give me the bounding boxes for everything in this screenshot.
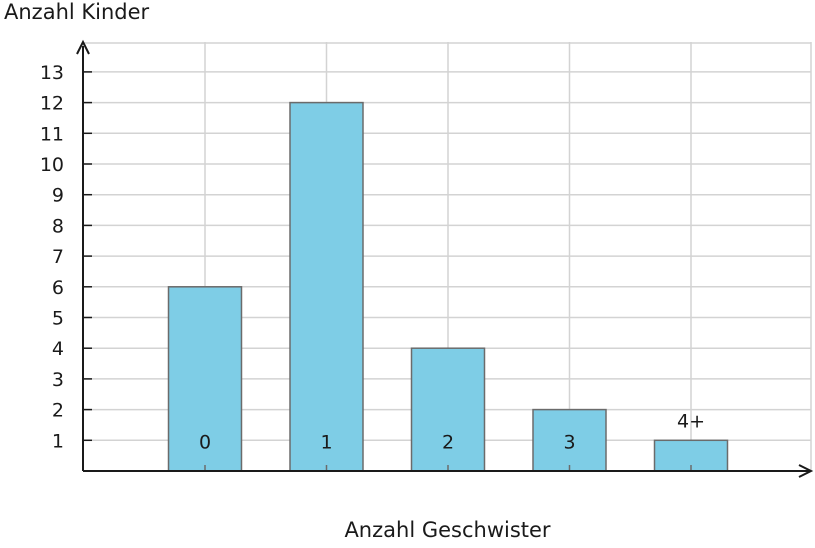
x-tick-label: 1 <box>320 431 332 453</box>
x-tick-label: 0 <box>199 431 211 453</box>
y-tick-label: 13 <box>40 62 64 84</box>
y-tick-label: 6 <box>52 277 64 299</box>
y-tick-label: 7 <box>52 246 64 268</box>
bar <box>410 347 486 472</box>
y-tick-label: 5 <box>52 308 64 330</box>
x-tick-label: 3 <box>563 431 575 453</box>
y-tick-label: 4 <box>52 338 64 360</box>
axes <box>76 39 814 478</box>
x-tick-label: 4+ <box>677 410 705 432</box>
y-tick-label: 2 <box>52 400 64 422</box>
y-tick-label: 8 <box>52 215 64 237</box>
y-tick-label: 10 <box>40 154 64 176</box>
x-axis-arrow-icon <box>798 464 814 478</box>
y-tick-label: 11 <box>40 123 64 145</box>
bar <box>289 101 364 472</box>
y-axis-title: Anzahl Kinder <box>4 0 150 24</box>
y-tick-label: 12 <box>40 93 64 115</box>
bar <box>532 408 607 472</box>
y-axis-arrow-icon <box>76 39 90 55</box>
y-tick-label: 1 <box>52 430 64 452</box>
x-tick-label: 2 <box>442 431 454 453</box>
x-axis-title: Anzahl Geschwister <box>344 518 551 542</box>
y-tick-label: 9 <box>52 185 64 207</box>
bar <box>167 286 243 472</box>
bars <box>167 101 729 472</box>
y-tick-label: 3 <box>52 369 64 391</box>
